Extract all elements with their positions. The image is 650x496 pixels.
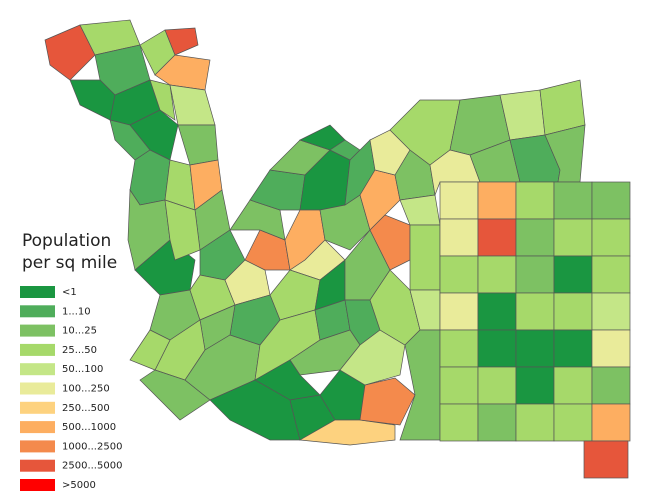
- county: [169, 84, 216, 126]
- county: [477, 366, 517, 405]
- county: [553, 366, 593, 405]
- county: [553, 218, 593, 257]
- legend-title: Population: [22, 231, 111, 251]
- county: [409, 224, 441, 291]
- legend-swatch: [20, 286, 55, 298]
- legend-label: 100...250: [62, 384, 110, 395]
- legend-label: 2500...5000: [62, 461, 122, 472]
- county: [553, 329, 593, 368]
- county: [477, 255, 517, 294]
- county: [177, 124, 219, 166]
- legend-label: 1000...2500: [62, 441, 122, 452]
- legend-label: >5000: [62, 480, 96, 491]
- county: [553, 292, 593, 331]
- county: [298, 419, 396, 446]
- county: [515, 218, 555, 257]
- county: [591, 366, 631, 405]
- county: [515, 181, 555, 220]
- county: [515, 366, 555, 405]
- county: [583, 440, 629, 479]
- county: [515, 329, 555, 368]
- county: [515, 292, 555, 331]
- county: [359, 377, 416, 426]
- legend-swatch: [20, 479, 55, 491]
- legend-swatch: [20, 401, 55, 414]
- legend-label: 500...1000: [62, 422, 116, 433]
- county: [439, 292, 479, 331]
- county: [553, 403, 593, 442]
- legend-title: per sq mile: [22, 253, 117, 273]
- county: [477, 181, 517, 220]
- county: [591, 218, 631, 257]
- county: [439, 366, 479, 405]
- legend-swatch: [20, 363, 55, 376]
- county: [439, 255, 479, 294]
- legend-swatch: [20, 305, 55, 318]
- legend-label: 50...100: [62, 364, 103, 375]
- county: [515, 403, 555, 442]
- county: [515, 255, 555, 294]
- legend-label: <1: [62, 287, 77, 298]
- county: [591, 292, 631, 331]
- legend: Population per sq mile <1 1...10 10...25 25…: [20, 231, 122, 491]
- county: [439, 181, 479, 220]
- county: [139, 369, 211, 421]
- county: [44, 24, 96, 81]
- county: [129, 109, 179, 161]
- county: [477, 218, 517, 257]
- county: [399, 194, 441, 226]
- county: [164, 199, 201, 261]
- legend-swatch: [20, 324, 55, 337]
- legend-swatch: [20, 421, 55, 434]
- legend-label: 10...25: [62, 326, 97, 337]
- county: [149, 79, 176, 121]
- county: [229, 199, 286, 241]
- county: [591, 403, 631, 442]
- legend-label: 25...50: [62, 345, 97, 356]
- legend-label: 1...10: [62, 306, 91, 317]
- county: [164, 27, 199, 56]
- county: [477, 403, 517, 442]
- county: [399, 329, 441, 441]
- county: [553, 255, 593, 294]
- county: [553, 181, 593, 220]
- legend-swatch: [20, 343, 55, 356]
- county: [591, 181, 631, 220]
- legend-swatch: [20, 382, 55, 395]
- county: [439, 403, 479, 442]
- county: [439, 329, 479, 368]
- regions: [44, 19, 631, 479]
- legend-swatch: [20, 459, 55, 472]
- county: [224, 259, 271, 306]
- county: [477, 329, 517, 368]
- legend-label: 250...500: [62, 403, 110, 414]
- county: [439, 218, 479, 257]
- county: [591, 255, 631, 294]
- county: [591, 329, 631, 368]
- county: [477, 292, 517, 331]
- legend-swatch: [20, 440, 55, 453]
